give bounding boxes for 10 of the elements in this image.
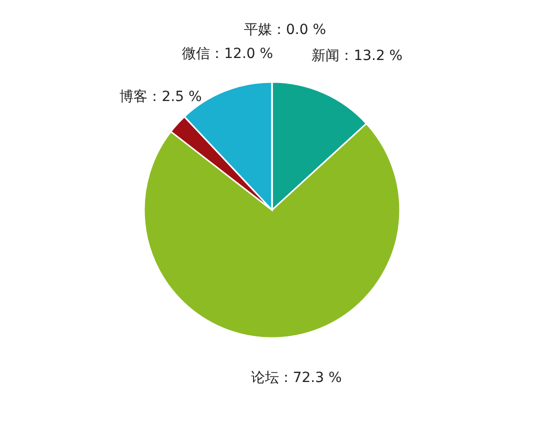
- data-label: ：13.2 %: [340, 48, 403, 64]
- data-label: ：72.3 %: [278, 370, 342, 386]
- slice-label: 微信: [182, 46, 210, 62]
- slice-label: 论坛: [250, 370, 279, 386]
- slice-label: 博客: [120, 88, 148, 105]
- category-label: 平媒: [244, 22, 272, 38]
- data-label: ：12.0 %: [210, 46, 274, 62]
- data-label: ：2.5 %: [148, 88, 202, 105]
- text: ：0.0 %: [272, 22, 326, 38]
- slice-label: 新闻: [312, 48, 340, 64]
